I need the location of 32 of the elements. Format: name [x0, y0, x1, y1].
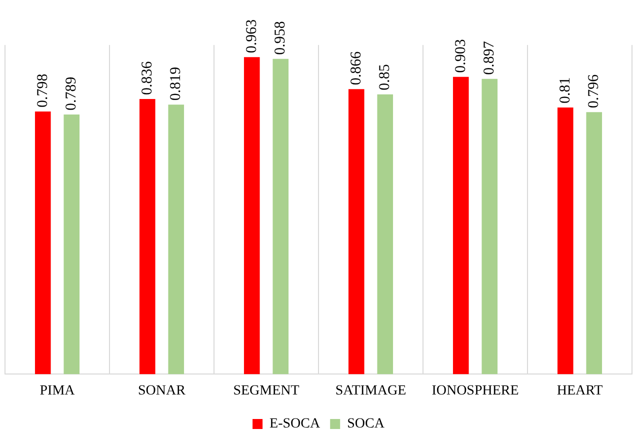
x-tick-label: HEART: [556, 383, 604, 398]
x-tick-label: SONAR: [138, 383, 186, 398]
data-label: 0.958: [272, 21, 289, 55]
x-tick-label: PIMA: [40, 383, 76, 398]
bar: [482, 78, 498, 374]
bar: [168, 104, 184, 374]
data-label: 0.796: [586, 74, 602, 108]
x-tick-label: SEGMENT: [233, 383, 300, 398]
bar: [139, 98, 156, 374]
data-label: 0.819: [168, 66, 184, 101]
legend-label: E-SOCA: [270, 416, 321, 432]
x-tick-label: SATIMAGE: [335, 383, 406, 398]
bar: [452, 76, 469, 374]
bar: [377, 94, 394, 374]
data-label: 0.836: [139, 60, 156, 95]
bar: [272, 58, 289, 374]
bar: [557, 108, 574, 374]
x-tick-label: IONOSPHERE: [432, 383, 519, 398]
data-label: 0.866: [348, 50, 364, 86]
data-label: 0.798: [34, 74, 51, 108]
bar: [34, 112, 51, 374]
data-label: 0.897: [482, 40, 498, 75]
data-label: 0.85: [377, 64, 394, 90]
data-label: 0.789: [64, 76, 80, 110]
data-label: 0.963: [244, 19, 260, 54]
legend-label: SOCA: [347, 416, 386, 432]
bar: [244, 57, 260, 374]
bar: [348, 89, 364, 374]
bar: [64, 114, 80, 374]
data-label: 0.81: [557, 77, 574, 104]
bar: [586, 112, 602, 374]
data-label: 0.903: [452, 39, 469, 73]
